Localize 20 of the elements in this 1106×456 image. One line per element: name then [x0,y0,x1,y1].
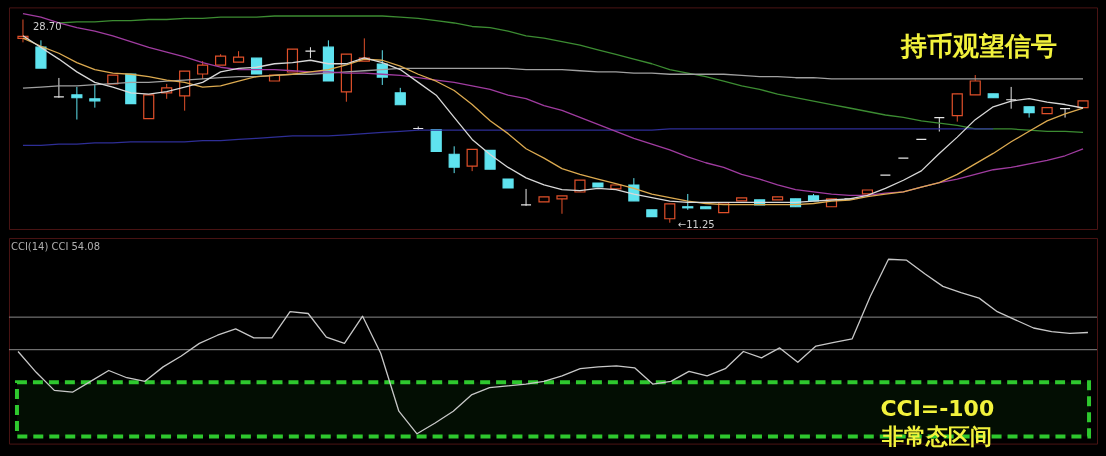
candlestick [448,145,460,174]
candlestick [35,39,47,69]
chart-title: CCI(14) CCI 54.08 [10,240,101,252]
candlestick [951,93,963,123]
candlestick [1059,108,1071,119]
candlestick [89,83,101,109]
candlestick [71,86,83,121]
candlestick [1005,86,1017,110]
candlestick [286,48,299,73]
candlestick [969,74,981,96]
candlestick [466,148,478,172]
candlestick [304,46,317,59]
text: 持币观望信号 [900,31,1058,62]
candlestick [664,203,676,224]
annotation: 28.70 [32,21,62,33]
candlestick [556,195,568,215]
candlestick [53,77,65,99]
annotation: ←11.25 [677,218,715,230]
candlestick [520,188,532,207]
candlestick [1023,106,1035,119]
